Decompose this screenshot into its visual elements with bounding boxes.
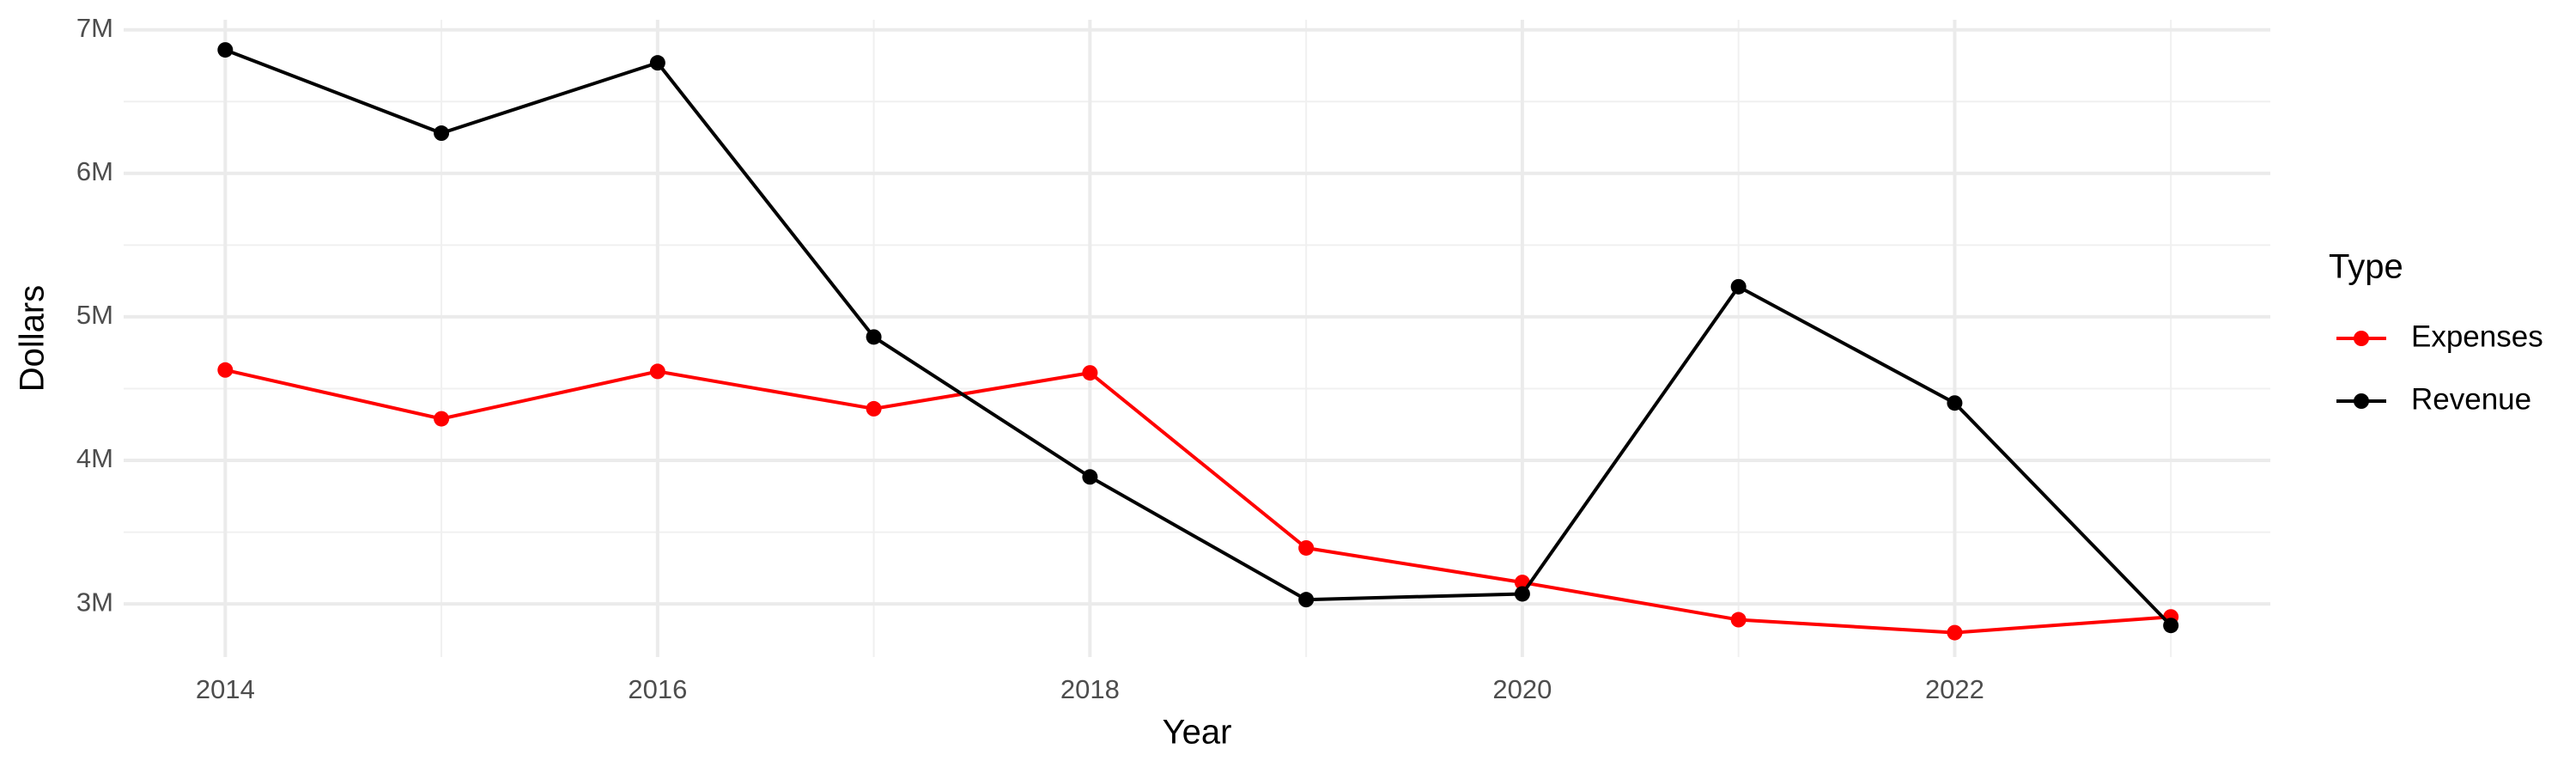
y-tick-label: 5M	[76, 300, 113, 330]
y-tick-label: 7M	[76, 13, 113, 43]
data-point	[2163, 618, 2179, 634]
data-point	[1730, 278, 1747, 295]
x-tick-label: 2020	[1492, 674, 1552, 704]
data-point	[1947, 395, 1963, 411]
data-point	[1947, 624, 1963, 641]
y-tick-label: 3M	[76, 587, 113, 617]
x-tick-label: 2018	[1060, 674, 1120, 704]
data-point	[217, 42, 234, 58]
data-point	[649, 363, 665, 380]
data-point	[434, 411, 450, 427]
legend-title: Type	[2329, 248, 2403, 286]
series-line	[224, 48, 2172, 627]
y-tick-label: 6M	[76, 156, 113, 186]
y-tick-label: 4M	[76, 443, 113, 473]
legend-label: Revenue	[2411, 382, 2531, 416]
data-point	[434, 125, 450, 142]
data-point	[1082, 469, 1098, 485]
data-point	[1298, 539, 1315, 556]
x-axis-title: Year	[1163, 714, 1232, 752]
data-point	[866, 329, 882, 345]
legend-key-point	[2354, 393, 2369, 409]
data-point	[866, 400, 882, 417]
data-point	[649, 55, 665, 71]
x-tick-label: 2016	[628, 674, 687, 704]
series-line	[224, 368, 2172, 635]
data-point	[1514, 586, 1530, 602]
x-tick-label: 2014	[196, 674, 255, 704]
legend-label: Expenses	[2411, 320, 2543, 353]
data-point	[1298, 592, 1315, 608]
x-tick-label: 2022	[1925, 674, 1984, 704]
data-point	[1730, 612, 1747, 628]
legend-key-point	[2354, 331, 2369, 346]
data-point	[1082, 365, 1098, 381]
y-axis-title: Dollars	[14, 285, 52, 392]
data-point	[217, 362, 234, 378]
